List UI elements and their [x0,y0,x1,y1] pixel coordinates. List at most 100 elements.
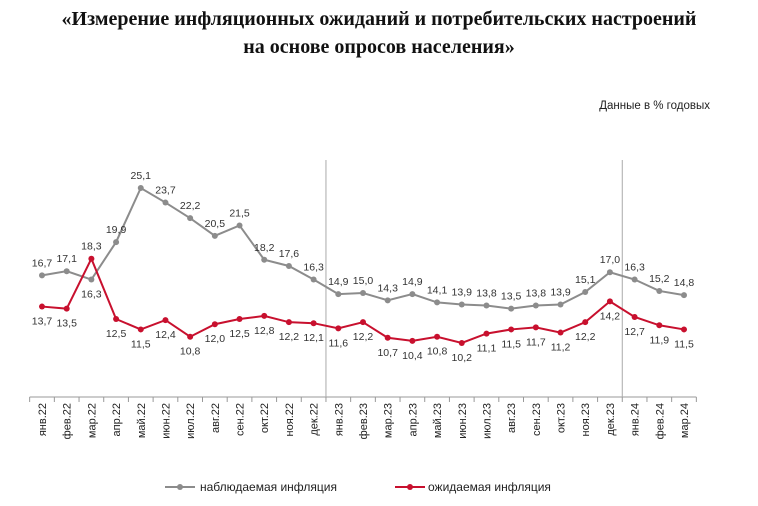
data-point [631,313,638,320]
data-point [211,232,218,239]
data-point [681,326,687,333]
data-label: 10,7 [377,347,398,359]
x-tick-label: фев.24 [654,403,666,439]
data-point [187,333,194,340]
x-tick-label: мар.24 [679,403,691,438]
data-label: 10,2 [452,352,473,364]
units-note: Данные в % годовых [599,100,710,112]
data-point [162,199,169,206]
data-label: 11,2 [551,342,571,354]
data-label: 11,5 [131,338,151,350]
chart-title-line2: на основе опросов населения» [243,36,515,58]
data-label: 15,1 [575,274,596,286]
x-tick-label: апр.22 [111,403,123,436]
x-tick-label: янв.23 [333,403,345,436]
x-tick-label: мар.22 [86,403,98,438]
data-label: 14,9 [328,276,349,288]
data-point [458,339,465,346]
data-point [261,312,268,319]
data-point [261,256,268,263]
x-tick-label: окт.22 [259,403,271,433]
data-label: 10,8 [427,346,448,358]
data-label: 11,1 [477,343,497,355]
data-point [606,298,613,305]
x-tick-label: фев.23 [358,403,370,439]
legend-label: ожидаемая инфляция [428,480,551,494]
data-label: 14,3 [377,282,398,294]
data-label: 12,5 [229,328,250,340]
data-label: 12,2 [575,331,596,343]
x-tick-label: авг.22 [210,403,222,433]
data-label: 25,1 [131,170,152,182]
data-label: 15,0 [353,275,374,287]
data-point [384,297,391,304]
data-label: 12,5 [106,328,127,340]
data-point [285,263,292,269]
data-point [681,292,687,299]
data-point [113,239,120,246]
data-point [137,185,144,191]
x-tick-label: дек.23 [605,403,617,436]
x-tick-label: мар.23 [383,403,395,438]
data-point [409,337,416,344]
data-point [582,319,589,326]
x-tick-label: июн.22 [160,403,172,439]
data-point [557,329,564,336]
data-label: 12,1 [303,332,324,344]
x-tick-label: апр.23 [407,403,419,436]
data-label: 13,8 [526,288,547,300]
data-point [508,305,515,312]
data-label: 11,5 [501,338,521,350]
data-point [483,302,490,309]
data-point [187,215,194,222]
data-point [39,303,45,310]
x-tick-label: май.22 [136,403,148,438]
data-point [582,289,589,295]
data-point [310,276,317,283]
x-tick-label: май.23 [432,403,444,438]
data-point [360,319,366,326]
data-label: 12,4 [155,329,176,341]
x-tick-label: июн.23 [457,403,469,439]
data-label: 17,1 [56,253,77,265]
data-point [656,287,663,294]
data-label: 16,7 [32,257,53,269]
data-label: 11,6 [328,337,348,349]
data-label: 12,2 [353,331,374,343]
data-point [606,269,613,276]
data-point [532,324,539,331]
data-point [409,291,416,298]
data-label: 16,3 [303,262,324,274]
legend-label: наблюдаемая инфляция [200,480,337,494]
data-point [63,305,70,312]
x-tick-label: окт.23 [556,403,568,433]
data-label: 11,5 [674,338,694,350]
x-tick-label: дек.22 [309,403,321,436]
data-point [236,222,243,229]
data-label: 13,5 [56,318,77,330]
x-tick-label: сен.22 [235,403,247,436]
data-label: 21,5 [229,207,250,219]
data-point [656,322,663,329]
data-label: 19,9 [106,224,127,236]
data-label: 16,3 [81,289,102,301]
data-point [384,334,391,341]
data-label: 16,3 [624,262,645,274]
data-label: 15,2 [649,273,670,285]
data-point [532,302,539,309]
x-tick-label: янв.24 [630,403,642,436]
data-label: 12,0 [205,333,226,345]
data-label: 12,2 [279,331,300,343]
x-tick-label: авг.23 [506,403,518,433]
data-label: 14,1 [427,284,448,296]
data-point [434,299,441,306]
data-point [508,326,515,333]
data-point [88,255,95,262]
data-label: 13,9 [550,286,571,298]
data-label: 13,9 [452,286,473,298]
x-tick-label: янв.22 [37,403,49,436]
data-point [360,290,366,297]
x-tick-label: ноя.22 [284,403,296,436]
x-tick-label: июл.23 [481,403,493,439]
